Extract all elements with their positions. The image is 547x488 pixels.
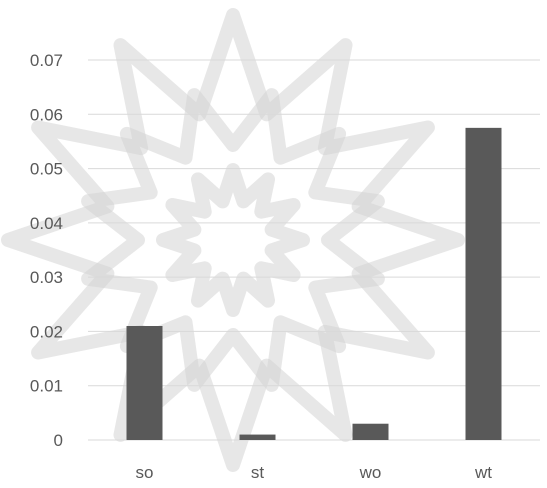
gridlines [88, 59, 540, 441]
y-tick-label: 0.04 [30, 214, 63, 233]
y-tick-label: 0.07 [30, 51, 63, 70]
y-tick-label: 0.01 [30, 377, 63, 396]
y-tick-label: 0.03 [30, 268, 63, 287]
x-tick-label-wo: wo [359, 463, 382, 482]
x-tick-label-wt: wt [474, 463, 492, 482]
watermark-outer-star [1, 8, 465, 472]
bar-wt [465, 127, 502, 440]
bar-wo [352, 423, 389, 440]
y-tick-label: 0.06 [30, 105, 63, 124]
y-axis-tick-labels: 0 0.01 0.02 0.03 0.04 0.05 0.06 0.07 [30, 51, 63, 450]
x-axis-category-labels: so st wo wt [136, 463, 493, 482]
y-tick-label: 0 [54, 431, 63, 450]
watermark-inner-star [156, 163, 310, 317]
watermark-middle-star [81, 88, 385, 392]
x-tick-label-so: so [136, 463, 154, 482]
bar-st [239, 434, 276, 440]
watermark-emblem [1, 8, 465, 472]
x-tick-label-st: st [251, 463, 265, 482]
y-tick-label: 0.02 [30, 322, 63, 341]
y-tick-label: 0.05 [30, 160, 63, 179]
bars [126, 127, 502, 440]
bar-so [126, 326, 163, 440]
